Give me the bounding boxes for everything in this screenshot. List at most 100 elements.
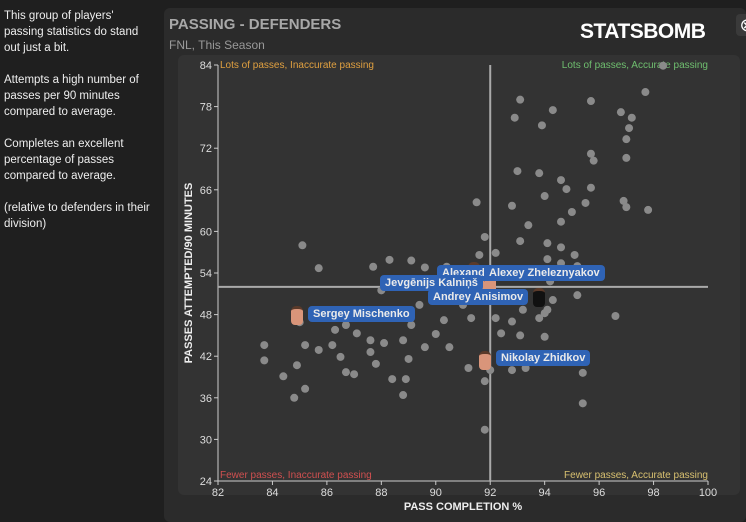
player-label[interactable]: Alexey Zheleznyakov (484, 265, 605, 281)
data-point (336, 352, 345, 361)
data-point (510, 113, 519, 122)
y-tick-label: 54 (200, 268, 212, 280)
data-point (290, 393, 299, 402)
data-point (475, 250, 484, 259)
x-tick-label: 92 (484, 487, 496, 499)
data-point (445, 343, 454, 352)
data-point (480, 377, 489, 386)
data-point (369, 262, 378, 271)
data-point (407, 321, 416, 329)
data-point (516, 331, 525, 340)
data-point (548, 106, 557, 115)
data-point (401, 375, 410, 384)
player-label[interactable]: Sergey Mischenko (308, 306, 415, 322)
data-point (298, 241, 307, 250)
chart-subtitle: FNL, This Season (169, 38, 265, 52)
quadrant-label-top-right: Lots of passes, Accurate passing (562, 60, 708, 71)
y-tick-label: 48 (200, 310, 212, 322)
data-point (524, 221, 533, 230)
x-tick-label: 90 (430, 487, 442, 499)
player-label[interactable]: Andrey Anisimov (428, 289, 529, 305)
data-point (399, 391, 408, 400)
data-point (380, 339, 389, 348)
statsbomb-logo: STATSBOMB (580, 20, 706, 43)
data-point (659, 61, 668, 70)
quadrant-label-top-left: Lots of passes, Inaccurate passing (220, 60, 374, 71)
data-point (431, 330, 440, 339)
data-point (567, 207, 576, 216)
data-point (260, 341, 269, 350)
insight-paragraph: (relative to defenders in their division… (4, 202, 150, 230)
data-point (557, 176, 565, 185)
data-point (491, 314, 500, 323)
data-point (404, 354, 413, 363)
y-tick-label: 42 (200, 351, 212, 363)
data-point (480, 425, 489, 434)
insight-paragraph: Attempts a high number of passes per 90 … (4, 74, 139, 118)
close-icon[interactable]: ⊗ (736, 14, 746, 36)
data-point (480, 232, 489, 241)
quadrant-label-bottom-right: Fewer passes, Accurate passing (564, 470, 708, 481)
data-point (399, 336, 408, 345)
data-point (350, 370, 359, 379)
data-point (578, 368, 587, 377)
data-point (641, 88, 650, 97)
data-point (407, 256, 416, 265)
data-point (491, 248, 500, 257)
data-point (508, 366, 516, 375)
data-point (472, 198, 481, 207)
data-point (508, 317, 516, 326)
player-label[interactable]: Nikolay Zhidkov (496, 350, 591, 366)
insight-text: This group of players' passing statistic… (4, 8, 154, 248)
x-tick-label: 100 (699, 487, 717, 499)
data-point (644, 205, 653, 214)
insight-paragraph: Completes an excellent percentage of pas… (4, 138, 124, 182)
data-point (540, 332, 549, 341)
data-point (622, 203, 631, 212)
quadrant-label-bottom-left: Fewer passes, Inaccurate passing (220, 470, 372, 481)
x-tick-label: 84 (266, 487, 278, 499)
data-point (415, 300, 424, 309)
data-point (557, 243, 565, 252)
data-point (627, 113, 636, 122)
data-point (540, 192, 549, 201)
data-point (328, 341, 337, 350)
data-point (439, 316, 448, 325)
data-point (385, 255, 394, 264)
x-axis-label: PASS COMPLETION % (404, 501, 523, 513)
data-point (586, 183, 595, 192)
y-tick-label: 24 (200, 476, 212, 488)
y-tick-label: 72 (200, 143, 212, 155)
x-tick-label: 82 (212, 487, 224, 499)
data-point (570, 250, 579, 259)
insight-paragraph: This group of players' passing statistic… (4, 10, 139, 54)
player-label[interactable]: Jevgēnijs Kalniņš (380, 275, 483, 291)
data-point (540, 309, 549, 318)
data-point (420, 263, 429, 272)
data-point (516, 237, 525, 246)
data-point (548, 296, 557, 305)
data-point (292, 361, 301, 370)
data-point (301, 341, 310, 350)
data-point (535, 169, 544, 178)
data-point (611, 311, 620, 320)
y-tick-label: 78 (200, 102, 212, 114)
data-point (497, 329, 506, 338)
chart-title: PASSING - DEFENDERS (169, 16, 342, 33)
data-point (535, 314, 544, 323)
data-point (562, 185, 571, 194)
data-point (331, 325, 340, 334)
data-point (366, 336, 375, 345)
data-point (589, 156, 598, 165)
data-point (616, 108, 625, 117)
y-axis-label: PASSES ATTEMPTED/90 MINUTES (183, 183, 195, 364)
y-tick-label: 36 (200, 393, 212, 405)
data-point (543, 239, 552, 248)
data-point (619, 196, 628, 205)
data-point (366, 348, 375, 357)
data-point (420, 343, 429, 352)
y-tick-label: 84 (200, 60, 212, 72)
x-tick-label: 94 (539, 487, 551, 499)
x-tick-label: 98 (647, 487, 659, 499)
